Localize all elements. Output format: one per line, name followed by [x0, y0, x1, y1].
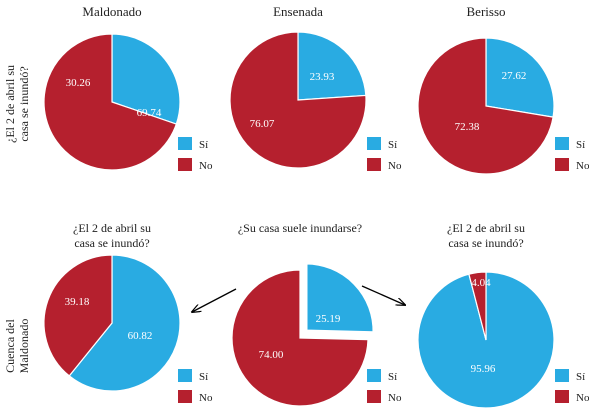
pie-chart-3: Berisso 27.62 72.38 Sí No: [417, 4, 589, 175]
legend-label-no: No: [576, 392, 589, 404]
pie-slice-si: [68, 254, 181, 392]
pie-chart-5: ¿Su casa suele inundarse? 25.19 74.00 Sí No: [231, 221, 402, 407]
pie-value-label: 23.93: [310, 71, 335, 83]
pie-value-label: 72.38: [455, 121, 480, 133]
legend-label-si: Sí: [388, 371, 397, 383]
row-label-row2: Cuenca del Maldonado: [3, 319, 31, 374]
legend-label-no: No: [388, 392, 402, 404]
pie-slice-si: [297, 31, 367, 101]
pie-title: Berisso: [467, 4, 506, 19]
pie-slice-no: [43, 254, 113, 377]
pie-value-label: 74.00: [259, 349, 284, 361]
legend-swatch-no: [367, 158, 381, 171]
pie-slice-no: [468, 271, 487, 341]
pie-value-label: 4.04: [471, 277, 491, 289]
charts: Maldonado 30.26 69.74 Sí No Ensenada 23.93 76.0…: [43, 4, 589, 409]
legend-swatch-si: [367, 369, 381, 382]
pie-title: ¿El 2 de abril su: [73, 221, 151, 235]
row-label-row1: ¿El 2 de abril su casa se inundó?: [3, 65, 31, 143]
legend-swatch-si: [367, 137, 381, 150]
pie-value-label: 95.96: [471, 363, 496, 375]
pie-value-label: 60.82: [128, 330, 153, 342]
row-label-line: Maldonado: [17, 319, 31, 374]
legend-swatch-no: [367, 390, 381, 403]
pie-slice-si: [485, 37, 555, 118]
pie-title: casa se inundó?: [448, 236, 523, 250]
pie-title: ¿Su casa suele inundarse?: [238, 221, 362, 235]
pie-slice-no: [43, 33, 178, 171]
pie-value-label: 30.26: [66, 77, 91, 89]
legend-label-si: Sí: [199, 371, 208, 383]
legend-label-si: Sí: [576, 139, 585, 151]
pie-value-label: 25.19: [316, 313, 341, 325]
legend-label-si: Sí: [388, 139, 397, 151]
legend-swatch-si: [178, 369, 192, 382]
legend-label-no: No: [199, 160, 213, 172]
pie-slice-si: [111, 33, 181, 125]
pie-title: Ensenada: [273, 4, 323, 19]
legend-swatch-si: [555, 369, 569, 382]
pie-value-label: 27.62: [502, 70, 527, 82]
pie-value-label: 69.74: [137, 107, 162, 119]
legend-swatch-no: [178, 158, 192, 171]
pie-title: Maldonado: [82, 4, 141, 19]
pie-chart-1: Maldonado 30.26 69.74 Sí No: [43, 4, 213, 172]
legend-swatch-no: [178, 390, 192, 403]
legend-label-si: Sí: [576, 371, 585, 383]
row-label-line: ¿El 2 de abril su: [3, 65, 17, 143]
pie-slice-no: [231, 269, 369, 407]
pie-slice-no: [229, 31, 367, 169]
pie-title: casa se inundó?: [74, 236, 149, 250]
pie-value-label: 76.07: [250, 118, 275, 130]
legend-label-no: No: [576, 160, 589, 172]
legend-label-si: Sí: [199, 139, 208, 151]
pie-slice-no: [417, 37, 554, 175]
legend-label-no: No: [388, 160, 402, 172]
legend-swatch-si: [178, 137, 192, 150]
legend-label-no: No: [199, 392, 213, 404]
pie-slice-si: [304, 261, 376, 335]
pie-value-label: 39.18: [65, 296, 90, 308]
pie-chart-2: Ensenada 23.93 76.07 Sí No: [229, 4, 402, 172]
legend-swatch-si: [555, 137, 569, 150]
legend-swatch-no: [555, 390, 569, 403]
arrow-right: [361, 285, 405, 305]
arrow-left: [192, 288, 237, 312]
pie-title: ¿El 2 de abril su: [447, 221, 525, 235]
row-labels: ¿El 2 de abril su casa se inundó? Cuenca d…: [3, 65, 31, 373]
legend-swatch-no: [555, 158, 569, 171]
row-label-line: Cuenca del: [3, 319, 17, 373]
row-label-line: casa se inundó?: [17, 66, 31, 141]
